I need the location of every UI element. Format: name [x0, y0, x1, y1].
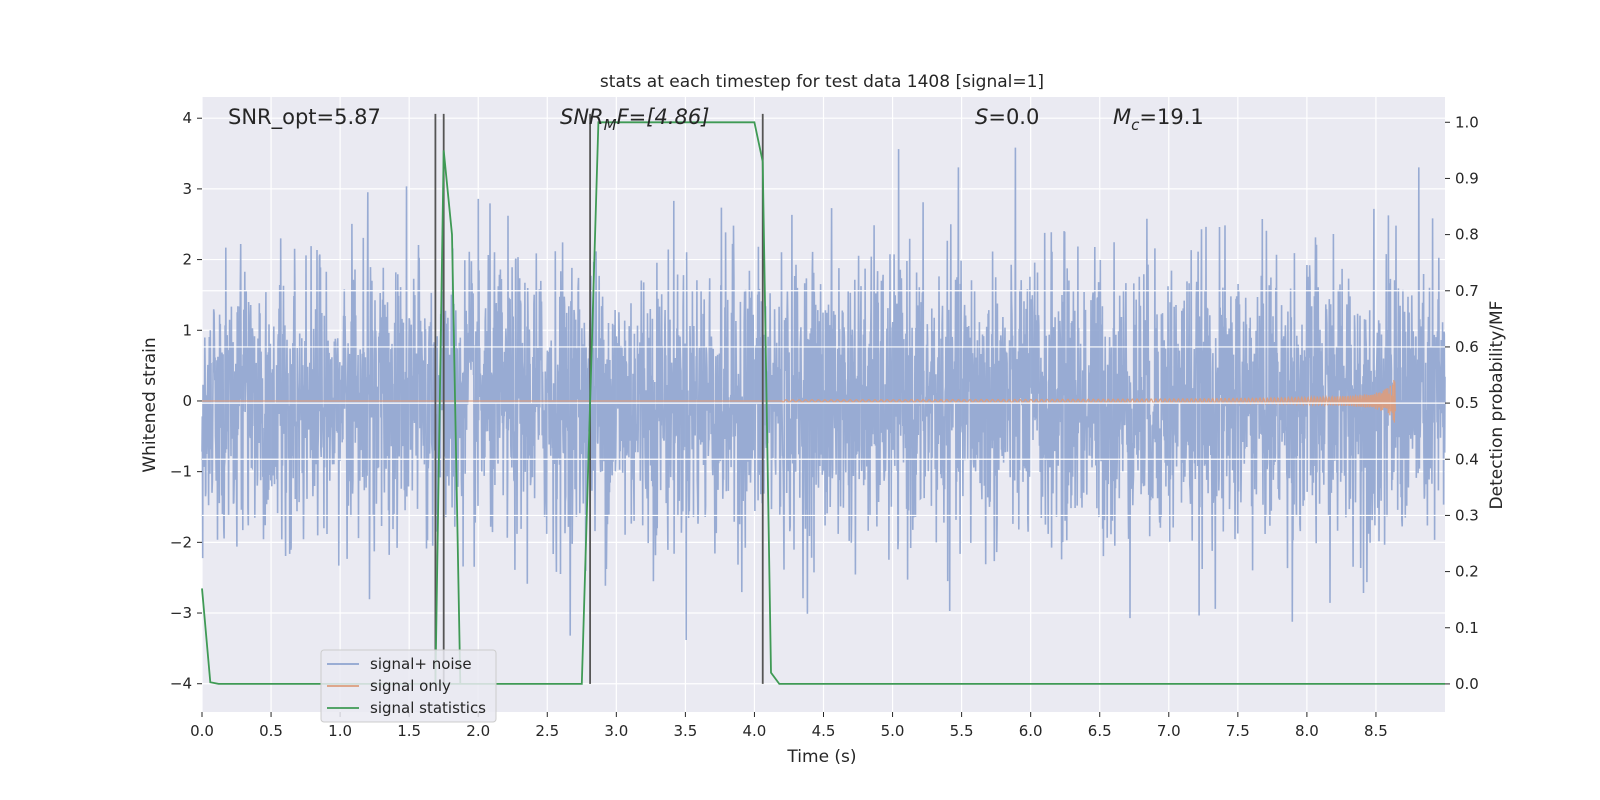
y-tick-label-right: 0.0	[1455, 675, 1479, 693]
chart-title: stats at each timestep for test data 140…	[600, 72, 1044, 92]
statistics-line-0	[201, 121, 1445, 685]
snr-mf-subscript: M	[604, 116, 617, 134]
y-tick-label-left: −4	[170, 675, 192, 693]
y-tick-label-right: 0.9	[1455, 169, 1479, 187]
mc-subscript: c	[1131, 116, 1140, 134]
x-tick-label: 5.0	[881, 722, 905, 740]
x-tick-label: 7.0	[1157, 722, 1181, 740]
x-tick-label: 1.5	[397, 722, 421, 740]
legend: signal+ noise signal only signal statist…	[320, 649, 497, 723]
y-tick-label-right: 0.4	[1455, 450, 1479, 468]
y-tick-label-left: 0	[182, 392, 192, 410]
legend-label-signal-only: signal only	[370, 677, 451, 695]
y-tick-label-left: 1	[182, 321, 192, 339]
y-axis-label-right: Detection probability/MF	[1487, 301, 1507, 510]
x-tick-label: 2.5	[535, 722, 559, 740]
x-tick-label: 6.0	[1019, 722, 1043, 740]
mc-value: =19.1	[1139, 105, 1203, 129]
axis-ticks: 0.0 0.5 1.0 1.5 2.0 2.5 3.0 3.5 4.0 4.5 5.0 5.5 6.0 6…	[170, 109, 1479, 740]
y-tick-label-right: 0.7	[1455, 282, 1479, 300]
x-tick-label: 6.5	[1088, 722, 1112, 740]
series-signal-statistics	[201, 121, 1445, 685]
mc-symbol: M	[1113, 105, 1131, 129]
annotation-mc: Mc=19.1	[1113, 105, 1204, 134]
statistics-line-1	[434, 150, 462, 684]
s-symbol: S	[975, 105, 988, 129]
series-signal-only	[202, 379, 1396, 423]
y-tick-label-left: 3	[182, 180, 192, 198]
x-tick-label: 0.5	[259, 722, 283, 740]
y-tick-label-right: 1.0	[1455, 113, 1479, 131]
signal-trace	[202, 379, 1396, 423]
y-tick-label-right: 0.3	[1455, 506, 1479, 524]
snr-mf-rest: F=[4.86]	[617, 105, 710, 129]
y-tick-label-left: −2	[170, 533, 192, 551]
legend-label-signal-noise: signal+ noise	[370, 655, 472, 673]
annotation-snr-opt: SNR_opt=5.87	[228, 105, 381, 130]
y-axis-label-left: Whitened strain	[140, 337, 160, 472]
noise-trace	[201, 147, 1446, 641]
x-tick-label: 4.5	[812, 722, 836, 740]
snr-mf-base: SNR	[560, 105, 604, 129]
s-value: =0.0	[988, 105, 1039, 129]
x-tick-label: 8.5	[1364, 722, 1388, 740]
x-tick-label: 3.5	[673, 722, 697, 740]
x-tick-label: 4.0	[743, 722, 767, 740]
y-tick-label-left: −1	[170, 463, 192, 481]
y-tick-label-right: 0.1	[1455, 619, 1479, 637]
x-axis-label: Time (s)	[786, 747, 856, 767]
legend-box	[320, 649, 497, 723]
y-tick-label-right: 0.5	[1455, 394, 1479, 412]
x-tick-label: 2.0	[466, 722, 490, 740]
x-tick-label: 1.0	[328, 722, 352, 740]
annotation-snr-mf: SNRMF=[4.86]	[560, 105, 709, 134]
y-tick-label-right: 0.2	[1455, 563, 1479, 581]
right-axis-gridlines	[202, 290, 1445, 517]
x-tick-label: 5.5	[950, 722, 974, 740]
x-tick-label: 7.5	[1226, 722, 1250, 740]
x-tick-label: 3.0	[604, 722, 628, 740]
x-tick-label: 0.0	[190, 722, 214, 740]
y-tick-label-right: 0.6	[1455, 338, 1479, 356]
annotation-s: S=0.0	[975, 105, 1039, 129]
y-tick-label-right: 0.8	[1455, 226, 1479, 244]
y-tick-label-left: 4	[182, 109, 192, 127]
y-tick-label-left: 2	[182, 251, 192, 269]
y-tick-label-left: −3	[170, 604, 192, 622]
x-tick-label: 8.0	[1295, 722, 1319, 740]
series-signal-noise	[201, 147, 1446, 641]
legend-label-signal-statistics: signal statistics	[370, 699, 486, 717]
